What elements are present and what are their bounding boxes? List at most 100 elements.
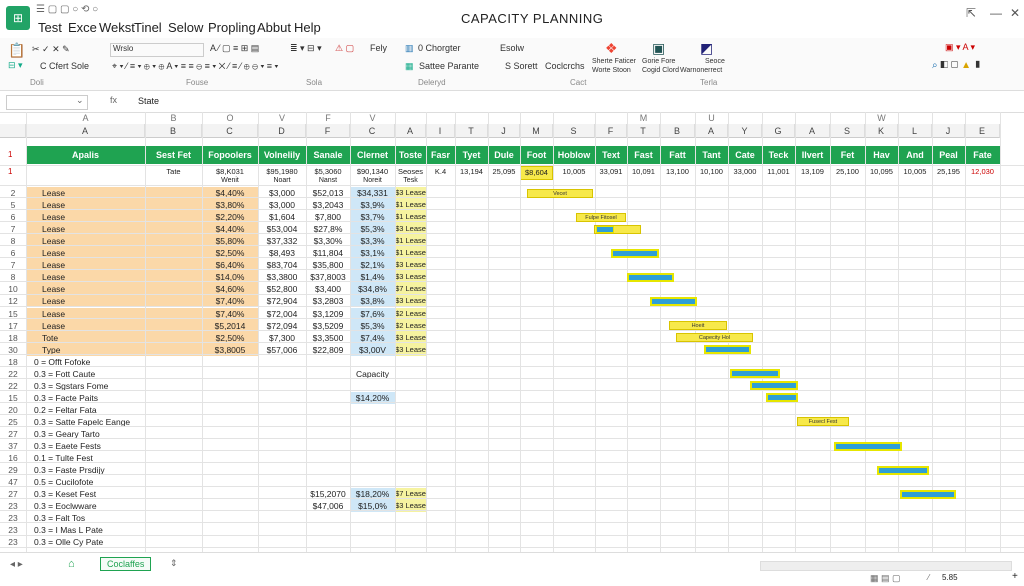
lease-cell[interactable]: $3 Lease (395, 223, 426, 236)
row-number[interactable]: 29 (8, 465, 18, 476)
task-name-cell[interactable]: 0.3 = Eaete Fests (34, 441, 101, 452)
menu-item-2[interactable]: Exce (68, 20, 97, 35)
column-header[interactable]: L (898, 124, 932, 138)
row-number[interactable]: 18 (8, 332, 18, 343)
header-cell[interactable]: Cate (735, 150, 755, 160)
summary-cell[interactable]: 13,194 (460, 167, 483, 176)
value-cell[interactable]: $4,60% (202, 283, 258, 296)
type-cell[interactable]: Lease (26, 307, 202, 320)
task-name-cell[interactable]: 0.1 = Tulte Fest (34, 453, 93, 464)
gantt-bar-highlight[interactable]: Vecet (527, 188, 593, 198)
column-header[interactable]: A (795, 124, 830, 138)
sort-label[interactable]: S Sorett (505, 61, 538, 71)
gantt-bar[interactable] (877, 465, 929, 475)
task-name-cell[interactable]: 0.5 = Cucilofote (34, 477, 94, 488)
row-number[interactable]: 20 (8, 404, 18, 415)
column-header[interactable]: F (595, 124, 627, 138)
zoom-in-icon[interactable]: + (1012, 571, 1018, 582)
summary-cell[interactable]: $8,K031 (216, 167, 244, 176)
header-cell[interactable]: Toste (398, 150, 423, 160)
summary-cell[interactable]: 10,005 (562, 167, 586, 176)
value-cell[interactable]: $3,30% (313, 236, 343, 247)
chart-icon[interactable]: ▥ (405, 43, 414, 53)
value-cell[interactable]: $2,20% (202, 211, 258, 224)
summary-cell[interactable]: $8,604 (520, 166, 553, 180)
type-cell[interactable]: Lease (26, 271, 202, 284)
column-header[interactable]: S (553, 124, 595, 138)
column-header[interactable]: A (695, 124, 728, 138)
value-cell[interactable]: $3,9% (350, 199, 395, 212)
tool-label-4[interactable]: Worte Stoon (592, 67, 631, 74)
value-cell[interactable]: $2,1% (350, 259, 395, 272)
task-name-cell[interactable]: 0.3 = Falt Tos (34, 513, 86, 524)
gantt-bar[interactable] (650, 296, 697, 306)
summary-cell[interactable]: Seoses (397, 167, 424, 176)
type-cell[interactable]: Lease (26, 211, 202, 224)
gantt-bar-highlight[interactable]: Capecity Hol (676, 333, 753, 343)
tool-label-3[interactable]: Seoce (705, 58, 725, 65)
value-cell[interactable]: $53,004 (266, 224, 298, 235)
value-cell[interactable]: $3,80% (202, 199, 258, 212)
font-tools-icon[interactable]: ⌖ ▾ ⁄ ≡ ▾ ⊕ ▾ ⊕ A ▾ ≡ ≡ ⊖ ≡ ▾ ✕ ⁄ ≡ ⁄ ⊕ … (112, 61, 279, 71)
value-cell[interactable]: $3,8% (350, 295, 395, 308)
column-header[interactable]: E (965, 124, 1000, 138)
tool-label-5[interactable]: Cogid Clord (642, 67, 679, 74)
value-cell[interactable]: $37,332 (266, 236, 298, 247)
charts-label[interactable]: 0 Chorgter (418, 43, 461, 53)
value-cell[interactable]: $7,40% (202, 307, 258, 320)
row-number[interactable]: 7 (10, 260, 16, 271)
gantt-bar[interactable] (730, 369, 780, 379)
value-cell[interactable]: $27,8% (313, 224, 343, 235)
row-number[interactable]: 25 (8, 416, 18, 427)
header-cell[interactable]: Fast (634, 150, 653, 160)
function-icon[interactable]: fx (110, 95, 118, 105)
column-header[interactable]: B (660, 124, 695, 138)
lease-cell[interactable]: $3 Lease (395, 500, 426, 513)
value-cell[interactable]: $5,2014 (202, 319, 258, 332)
gantt-bar[interactable] (596, 225, 614, 233)
header-cell[interactable]: Hav (873, 150, 890, 160)
font-name-box[interactable]: Wrslo (110, 43, 204, 57)
column-header[interactable]: B (145, 124, 202, 138)
row-number[interactable]: 37 (8, 441, 18, 452)
close-icon[interactable]: ✕ (1010, 6, 1021, 20)
header-cell[interactable]: Fet (840, 150, 855, 160)
value-cell[interactable]: $3,000 (269, 188, 295, 198)
value-cell[interactable]: $15,0% (350, 500, 395, 513)
column-header[interactable]: Y (728, 124, 762, 138)
lease-cell[interactable]: $1 Lease (395, 199, 426, 212)
gantt-bar-highlight[interactable]: Fulpe Fitosel (576, 212, 626, 222)
type-cell[interactable]: Lease (26, 319, 202, 332)
value-cell[interactable]: $11,804 (312, 248, 344, 259)
value-cell[interactable]: $52,013 (312, 188, 344, 198)
column-header[interactable]: C (350, 124, 395, 138)
value-cell[interactable]: $7,40% (202, 295, 258, 308)
gantt-bar[interactable] (750, 381, 798, 391)
gantt-bar[interactable] (900, 489, 956, 499)
value-cell[interactable]: $1,604 (269, 212, 295, 223)
value-cell[interactable]: $5,80% (202, 235, 258, 248)
value-cell[interactable]: $5,3% (350, 319, 395, 332)
cell-icon[interactable]: ⊟ ▾ (8, 60, 23, 70)
column-header[interactable]: J (932, 124, 965, 138)
value-cell[interactable]: $2,50% (202, 247, 258, 260)
menu-item-1[interactable]: Test (38, 20, 62, 35)
restore-icon[interactable]: ⇱ (966, 6, 977, 20)
value-cell[interactable]: $3,5209 (312, 320, 344, 331)
column-header[interactable]: I (426, 124, 455, 138)
value-cell[interactable]: $37,8003 (310, 272, 346, 283)
value-cell[interactable]: $34,8% (350, 283, 395, 296)
task-name-cell[interactable]: 0.3 = Sgstars Fome (34, 380, 109, 391)
header-cell[interactable]: Volnelily (263, 150, 301, 160)
value-cell[interactable]: $3,1209 (312, 308, 344, 319)
windows-logo-icon[interactable]: ❖ (605, 40, 618, 56)
value-cell[interactable]: $47,006 (312, 501, 344, 512)
header-cell[interactable]: Peal (939, 150, 958, 160)
row-number[interactable]: 16 (8, 453, 18, 464)
type-cell[interactable]: Lease (26, 259, 202, 272)
value-cell[interactable]: $4,40% (202, 187, 258, 199)
header-cell[interactable]: Fate (973, 150, 992, 160)
row-number[interactable]: 5 (10, 200, 16, 211)
gantt-bar-highlight[interactable] (594, 224, 641, 234)
value-cell[interactable]: $3,7% (350, 211, 395, 224)
